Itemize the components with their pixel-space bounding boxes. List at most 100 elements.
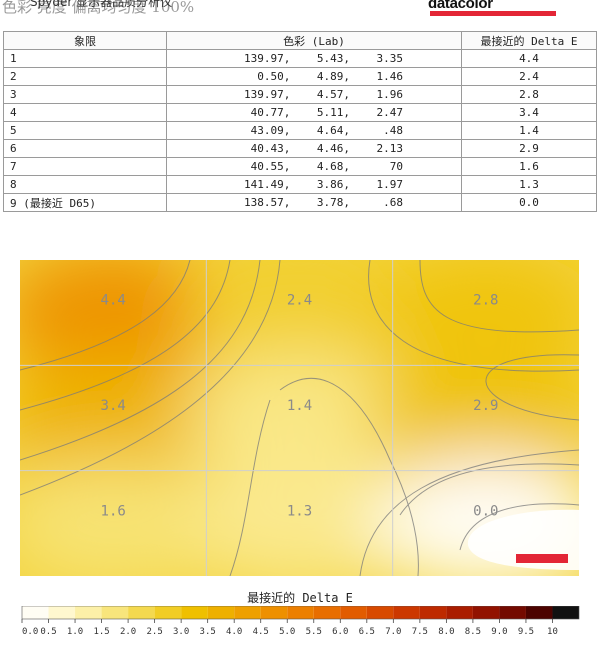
scale-tick-label: 8.5 [465, 627, 481, 637]
contour-line [459, 503, 579, 551]
zone-cell: 8 [3, 175, 167, 194]
scale-tick-label: 0.5 [40, 627, 56, 637]
cell-value-label: 2.9 [473, 398, 498, 414]
delta-e-cell: 1.6 [461, 157, 597, 176]
scale-swatch [393, 606, 420, 619]
scale-tick-label: 7.5 [412, 627, 428, 637]
contour-line [359, 449, 579, 576]
lab-cell: 40.77, 5.11, 2.47 [166, 103, 462, 122]
contour-line [485, 354, 579, 421]
cell-value-label: 2.8 [473, 293, 498, 309]
delta-e-cell: 1.4 [461, 121, 597, 140]
scale-tick-label: 3.0 [173, 627, 189, 637]
scale-swatch [207, 606, 235, 619]
scale-tick-label: 1.0 [67, 627, 83, 637]
delta-e-cell: 2.4 [461, 67, 597, 86]
lab-cell: 40.55, 4.68, 70 [166, 157, 462, 176]
delta-e-cell: 2.9 [461, 139, 597, 158]
scale-swatch [287, 606, 314, 619]
scale-swatch [22, 606, 49, 619]
zone-cell: 5 [3, 121, 167, 140]
scale-tick-label: 9.5 [518, 627, 534, 637]
scale-swatch [366, 606, 394, 619]
zone-cell: 4 [3, 103, 167, 122]
scale-swatch [552, 606, 579, 619]
brand-logo: datacolor [428, 0, 493, 12]
scale-tick-label: 5.5 [306, 627, 322, 637]
table-row: 2 0.50, 4.89, 1.46 2.4 [3, 67, 597, 86]
contour-line [368, 260, 579, 372]
scale-tick-label: 4.0 [226, 627, 242, 637]
table-row: 6 40.43, 4.46, 2.13 2.9 [3, 139, 597, 158]
brand-mark [516, 554, 568, 563]
contour-line [229, 399, 271, 576]
scale-swatch [48, 606, 76, 619]
delta-e-cell: 4.4 [461, 49, 597, 68]
table-row: 9 (最接近 D65) 138.57, 3.78, .68 0.0 [3, 193, 597, 212]
lab-cell: 141.49, 3.86, 1.97 [166, 175, 462, 194]
delta-e-cell: 3.4 [461, 103, 597, 122]
brand-bar [430, 11, 556, 16]
zone-cell: 6 [3, 139, 167, 158]
scale-tick-label: 2.5 [146, 627, 162, 637]
zone-cell: 3 [3, 85, 167, 104]
scale-swatch [525, 606, 553, 619]
scale-tick-label: 7.0 [385, 627, 401, 637]
cell-value-label: 1.3 [287, 503, 312, 519]
heatmap-cell [20, 458, 229, 576]
table-row: 8 141.49, 3.86, 1.97 1.3 [3, 175, 597, 194]
scale-tick-label: 10 [547, 627, 558, 637]
scale-swatch [313, 606, 341, 619]
lab-cell: 139.97, 5.43, 3.35 [166, 49, 462, 68]
contour-line [419, 260, 579, 333]
heatmap-cell [370, 352, 579, 484]
zone-cell: 1 [3, 49, 167, 68]
scale-swatch [101, 606, 129, 619]
lab-cell: 138.57, 3.78, .68 [166, 193, 462, 212]
scale-tick-label: 6.0 [332, 627, 348, 637]
delta-e-cell: 0.0 [461, 193, 597, 212]
contour-line [279, 378, 419, 576]
heatmap-cell [184, 458, 415, 576]
lab-cell: 0.50, 4.89, 1.46 [166, 67, 462, 86]
scale-swatch [181, 606, 208, 619]
scale-tick-label: 6.5 [359, 627, 375, 637]
scale-tick-label: 5.0 [279, 627, 295, 637]
lab-cell: 43.09, 4.64, .48 [166, 121, 462, 140]
table-row: 7 40.55, 4.68, 70 1.6 [3, 157, 597, 176]
color-scale: 0.0 0.5 1.0 1.5 2.0 2.5 3.0 3.5 4.0 4.5 5.0 5.5 6.0 6… [21, 606, 580, 637]
column-header-zone: 象限 [3, 31, 167, 50]
delta-e-cell: 1.3 [461, 175, 597, 194]
column-header-delta-e: 最接近的 Delta E [461, 31, 597, 50]
table-row: 5 43.09, 4.64, .48 1.4 [3, 121, 597, 140]
heatmap-cell [183, 352, 416, 484]
contour-line [20, 260, 191, 371]
scale-tick-label: 0.0 [22, 627, 38, 637]
contour-line [399, 463, 579, 516]
scale-tick-label: 2.0 [120, 627, 136, 637]
app-subtitle: Spyder 显示器品质分析仪 [30, 0, 173, 9]
table-row: 4 40.77, 5.11, 2.47 3.4 [3, 103, 597, 122]
scale-swatch [128, 606, 155, 619]
cell-value-label: 4.4 [101, 293, 126, 309]
scale-swatch [472, 606, 500, 619]
scale-tick-label: 8.0 [438, 627, 454, 637]
cell-value-label: 1.4 [287, 398, 312, 414]
contour-line [20, 260, 281, 496]
heatmap-cell [370, 260, 579, 378]
scale-tick-label: 4.5 [253, 627, 269, 637]
delta-e-cell: 2.8 [461, 85, 597, 104]
page-title: 色彩 亮度 偏离均匀度 100% [2, 0, 195, 16]
zone-cell: 9 (最接近 D65) [3, 193, 167, 212]
scale-swatch [499, 606, 526, 619]
scale-tick-label: 9.0 [491, 627, 507, 637]
lab-cell: 139.97, 4.57, 1.96 [166, 85, 462, 104]
results-table: 象限 色彩 (Lab) 最接近的 Delta E 1 139.97, 5.43, … [3, 31, 597, 212]
cell-value-label: 0.0 [473, 503, 498, 519]
heatmap-cell [184, 260, 415, 378]
scale-tick-label: 3.5 [200, 627, 216, 637]
cell-value-label: 1.6 [101, 503, 126, 519]
scale-swatch [154, 606, 182, 619]
table-header-row: 象限 色彩 (Lab) 最接近的 Delta E [3, 31, 597, 50]
scale-swatch [260, 606, 288, 619]
